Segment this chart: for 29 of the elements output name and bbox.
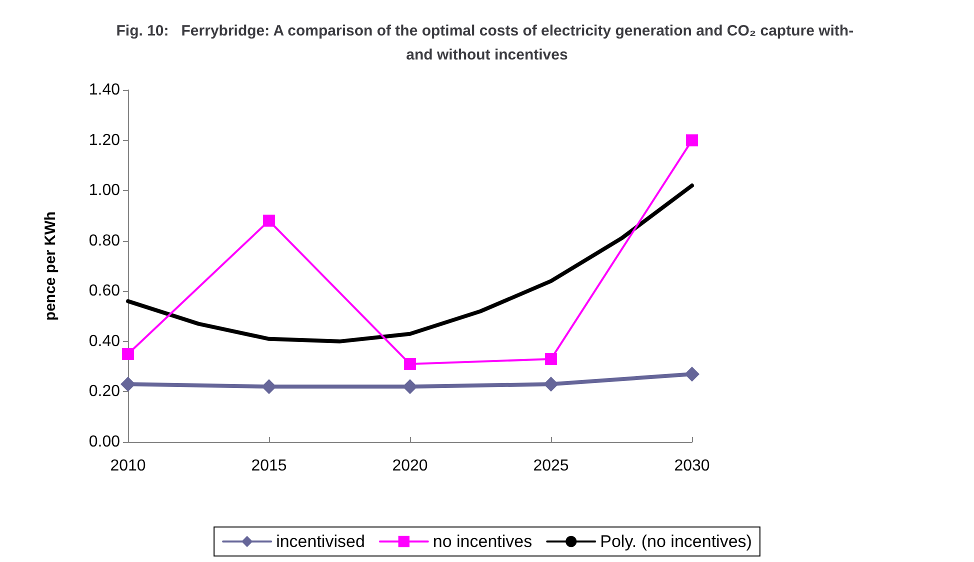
x-tick-label: 2010	[110, 458, 146, 474]
y-tick-label: 0.20	[88, 383, 120, 400]
point	[402, 379, 418, 394]
point	[684, 366, 700, 382]
point	[404, 358, 416, 370]
y-axis-title: pence per KWh	[42, 211, 59, 321]
y-tick-label: 1.00	[88, 182, 120, 200]
point	[120, 376, 136, 392]
point	[262, 379, 276, 394]
point	[544, 376, 558, 392]
x-tick-label: 2020	[392, 458, 428, 474]
x-tick-label: 2015	[251, 458, 287, 474]
x-tick-label: 2025	[533, 458, 569, 474]
point	[263, 214, 275, 227]
x-tick-label: 2030	[674, 458, 710, 474]
y-tick-label: 1.40	[88, 82, 120, 98]
point	[686, 134, 698, 146]
legend-label: no incentives	[432, 532, 532, 551]
line-series	[126, 184, 694, 344]
y-tick-label: 0.00	[88, 434, 120, 450]
chart-title: Fig. 10: Ferrybridge: A comparison of the optimal costs of electricity generation and CO₂ capture with- and without incentives	[116, 22, 858, 64]
y-tick-label: 1.20	[88, 132, 120, 149]
legend-label: Poly. (no incentives)	[600, 532, 752, 551]
point	[122, 348, 134, 360]
y-tick-label: 0.60	[88, 282, 120, 300]
y-tick-label: 0.80	[88, 232, 120, 250]
legend-label: incentivised	[276, 532, 365, 551]
point	[545, 353, 557, 366]
y-tick-label: 0.40	[88, 332, 120, 350]
